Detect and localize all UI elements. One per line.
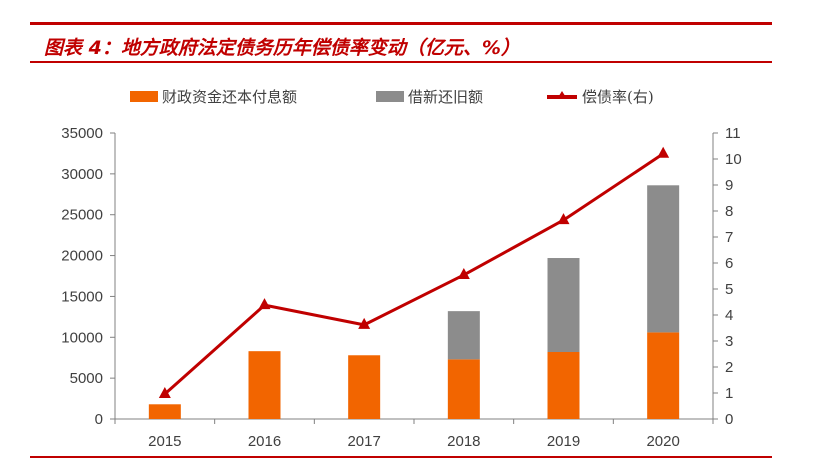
x-tick-label: 2016	[248, 433, 281, 450]
bar-refinance-2019	[547, 258, 580, 352]
rate-marker-2018	[457, 267, 470, 279]
bar-repayment-2020	[647, 332, 680, 419]
rate-marker-2016	[258, 298, 271, 310]
left-tick-label: 35000	[61, 125, 103, 142]
right-tick-label: 3	[725, 333, 733, 350]
rate-line	[163, 152, 664, 396]
legend-item-refinance: 借新还旧额	[376, 86, 483, 107]
legend-label: 借新还旧额	[408, 88, 484, 106]
right-tick-label: 4	[725, 307, 733, 324]
bar-repayment-2016	[248, 351, 281, 419]
x-tick-label: 2015	[148, 433, 181, 450]
legend-label: 偿债率(右)	[582, 88, 654, 106]
legend-label: 财政资金还本付息额	[162, 88, 298, 106]
legend-item-repayment: 财政资金还本付息额	[130, 86, 297, 107]
bar-repayment-2019	[547, 351, 580, 419]
bar-repayment-2015	[148, 404, 181, 419]
right-tick-label: 2	[725, 359, 733, 376]
rate-marker-2020	[657, 146, 670, 158]
left-tick-label: 25000	[61, 207, 103, 224]
x-tick-label: 2020	[646, 433, 679, 450]
bottom-rule	[30, 456, 772, 458]
rate-marker-2019	[557, 213, 570, 225]
right-tick-label: 10	[725, 151, 742, 168]
left-tick-label: 15000	[61, 288, 103, 305]
legend-swatch-orange	[130, 91, 158, 102]
left-tick-label: 0	[95, 411, 103, 428]
left-tick-label: 5000	[70, 370, 103, 387]
right-tick-label: 9	[725, 177, 733, 194]
left-tick-label: 10000	[61, 329, 103, 346]
right-tick-label: 6	[725, 255, 733, 272]
right-tick-label: 8	[725, 203, 733, 220]
bar-refinance-2018	[447, 311, 480, 360]
rate-marker-2017	[358, 317, 371, 329]
x-tick-label: 2019	[547, 433, 580, 450]
left-tick-label: 30000	[61, 166, 103, 183]
x-tick-label: 2017	[347, 433, 380, 450]
legend-item-rate: 偿债率(右)	[546, 86, 654, 107]
right-tick-label: 1	[725, 385, 733, 402]
right-tick-label: 7	[725, 229, 733, 246]
right-tick-label: 5	[725, 281, 733, 298]
bar-repayment-2018	[447, 359, 480, 419]
right-tick-label: 11	[725, 125, 741, 142]
legend-line-triangle-icon	[547, 90, 577, 99]
left-tick-label: 20000	[61, 248, 103, 265]
title-top-rule	[30, 22, 772, 25]
bar-refinance-2020	[647, 185, 680, 333]
title-bottom-rule	[30, 61, 772, 63]
rate-marker-2015	[158, 387, 171, 399]
chart-title: 图表 4：地方政府法定债务历年偿债率变动（亿元、%）	[44, 37, 520, 59]
bar-repayment-2017	[348, 355, 381, 419]
legend-swatch-gray	[376, 91, 404, 102]
x-tick-label: 2018	[447, 433, 480, 450]
right-tick-label: 0	[725, 411, 733, 428]
